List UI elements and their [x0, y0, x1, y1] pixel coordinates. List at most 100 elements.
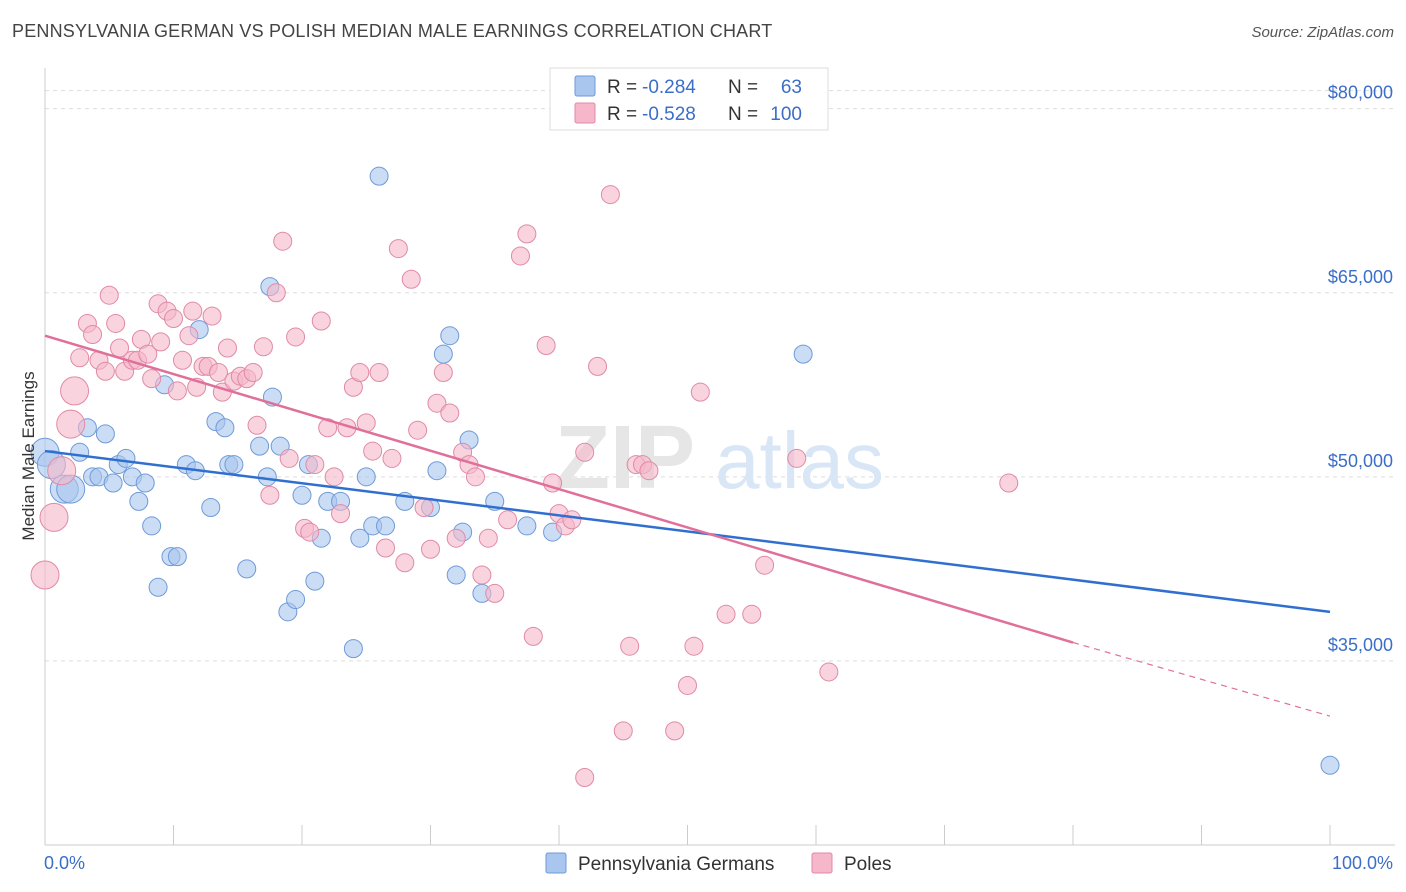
pink-point-59 — [382, 448, 402, 468]
pink-point-9 — [95, 361, 115, 381]
blue-point-8 — [95, 424, 115, 444]
pink-point-24 — [172, 350, 192, 370]
pink-trend-line — [44, 334, 1074, 644]
pink-point-88 — [613, 721, 633, 741]
pink-point-101 — [819, 662, 839, 682]
pink-point-30 — [202, 306, 222, 326]
blue-point-29 — [250, 436, 270, 456]
y-tick-labels: $35,000 $50,000 $65,000 $80,000 — [1328, 83, 1393, 655]
blue-point-44 — [356, 467, 376, 487]
blue-point-60 — [793, 344, 813, 364]
blue-point-27 — [224, 455, 244, 475]
blue-point-51 — [433, 344, 453, 364]
pink-point-100 — [787, 448, 807, 468]
legend-n-value-1: 63 — [781, 77, 802, 98]
pink-point-4 — [60, 376, 90, 406]
pink-point-58 — [376, 538, 396, 558]
pink-point-1 — [39, 502, 69, 532]
legend-n-label-1: N = — [728, 77, 758, 98]
data-points — [30, 166, 1340, 788]
pink-point-89 — [620, 636, 640, 656]
blue-point-58 — [517, 516, 537, 536]
chart-title: PENNSYLVANIA GERMAN VS POLISH MEDIAN MAL… — [12, 21, 773, 41]
pink-point-57 — [369, 363, 389, 383]
pink-point-77 — [510, 246, 530, 266]
blue-point-61 — [1320, 755, 1340, 775]
stats-legend: R = -0.284 N = 63 R = -0.528 N = 100 — [549, 67, 829, 131]
pink-point-38 — [247, 415, 267, 435]
pink-point-18 — [142, 369, 162, 389]
pink-point-56 — [363, 441, 383, 461]
blue-point-13 — [129, 491, 149, 511]
legend-r-label-2: R = — [607, 104, 637, 125]
blue-point-36 — [292, 485, 312, 505]
legend-r-value-2: -0.528 — [642, 104, 696, 125]
pink-point-39 — [253, 337, 273, 357]
pink-point-10 — [99, 285, 119, 305]
y-tick-label-1: $50,000 — [1328, 451, 1393, 471]
y-tick-label-0: $35,000 — [1328, 635, 1393, 655]
legend-r-value-1: -0.284 — [642, 77, 696, 98]
pink-point-22 — [164, 309, 183, 329]
blue-point-53 — [446, 565, 466, 585]
blue-point-9 — [103, 473, 123, 493]
pink-point-63 — [408, 420, 428, 440]
blue-trend-line — [44, 449, 1331, 614]
blue-point-23 — [201, 498, 221, 518]
legend-n-value-2: 100 — [770, 104, 802, 125]
pink-point-95 — [684, 636, 704, 656]
pink-point-103 — [575, 768, 595, 788]
pink-point-7 — [83, 324, 103, 344]
pink-point-78 — [517, 224, 537, 244]
pink-point-11 — [106, 313, 126, 333]
series-legend: Pennsylvania Germans Poles — [545, 852, 892, 875]
blue-point-4 — [70, 442, 90, 462]
pink-point-0 — [30, 560, 60, 590]
pink-point-46 — [300, 522, 320, 542]
pink-point-50 — [324, 467, 344, 487]
pink-point-85 — [575, 442, 595, 462]
blue-point-38 — [305, 571, 325, 591]
y-axis-label: Median Male Earnings — [19, 371, 38, 540]
pink-point-37 — [243, 363, 263, 383]
blue-point-46 — [369, 166, 389, 186]
x-tick-label-0: 0.0% — [44, 853, 85, 873]
pink-point-17 — [138, 344, 158, 364]
pink-point-31 — [208, 363, 228, 383]
blue-point-52 — [440, 326, 460, 346]
pink-point-93 — [665, 721, 685, 741]
pink-point-67 — [433, 363, 453, 383]
series-legend-swatch-pink — [811, 852, 833, 874]
pink-point-64 — [414, 498, 434, 518]
pink-point-26 — [183, 301, 203, 321]
blue-point-11 — [116, 448, 136, 468]
pink-point-42 — [273, 231, 293, 251]
pink-point-66 — [427, 393, 447, 413]
pink-point-94 — [678, 675, 697, 695]
blue-point-28 — [237, 559, 257, 579]
pink-point-3 — [56, 409, 86, 439]
series-legend-label-2: Poles — [844, 854, 892, 875]
series-legend-label-1: Pennsylvania Germans — [578, 854, 774, 875]
pink-point-23 — [167, 381, 187, 401]
pink-point-68 — [440, 403, 460, 423]
pink-point-97 — [716, 604, 736, 624]
pink-point-98 — [742, 604, 762, 624]
pink-point-86 — [588, 356, 608, 376]
pink-point-79 — [523, 626, 543, 646]
pink-point-48 — [311, 311, 331, 331]
blue-point-47 — [376, 516, 396, 536]
pink-point-2 — [47, 456, 77, 486]
pink-point-54 — [350, 363, 370, 383]
legend-swatch-blue — [574, 75, 596, 97]
pink-point-87 — [600, 185, 620, 205]
pink-point-61 — [395, 553, 415, 573]
pink-point-84 — [562, 510, 582, 530]
watermark: ZIP atlas — [555, 408, 884, 508]
pink-point-51 — [331, 504, 351, 524]
legend-box — [549, 67, 829, 131]
pink-point-62 — [401, 269, 421, 289]
pink-point-5 — [70, 348, 90, 368]
pink-point-20 — [151, 332, 171, 352]
